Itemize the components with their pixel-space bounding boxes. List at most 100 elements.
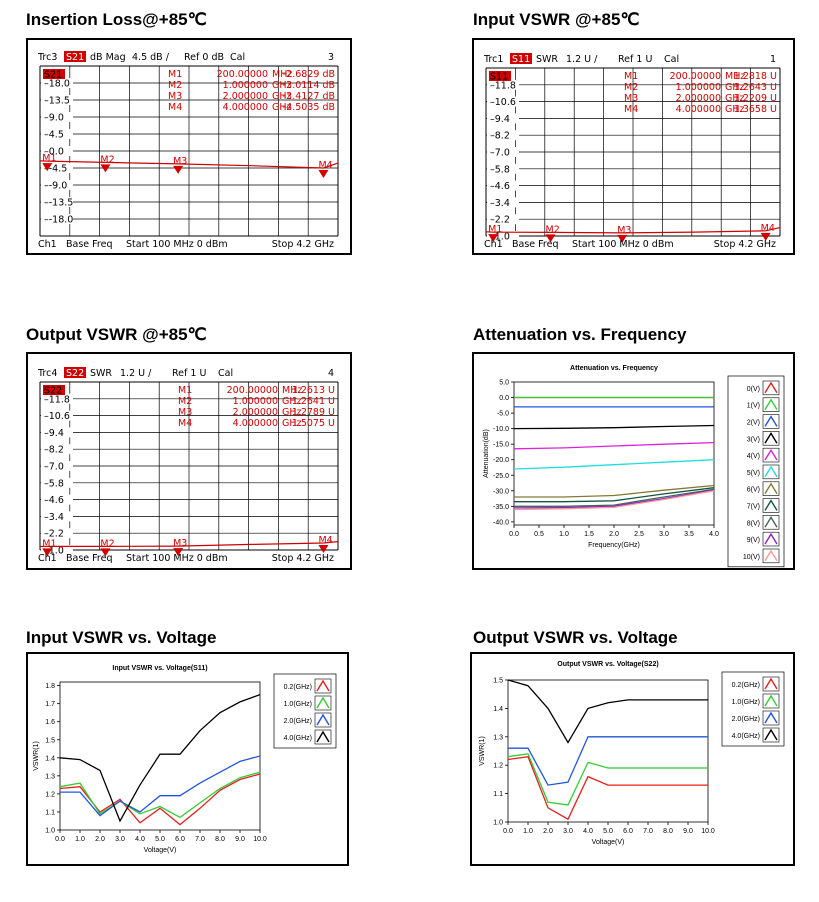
- x-tick-label: 1.0: [75, 836, 85, 843]
- y-tick-label: 1.1: [493, 791, 503, 798]
- marker-unit: GHz: [272, 102, 292, 113]
- tick-bg: [41, 163, 73, 173]
- x-tick-label: 3.0: [563, 828, 573, 835]
- channel-label: Ch1: [38, 553, 57, 564]
- marker-unit: GHz: [272, 80, 292, 91]
- tick-bg: [487, 147, 519, 157]
- base-freq-label: Base Freq: [512, 239, 559, 250]
- legend-swatch: [316, 679, 330, 692]
- param-badge-label: S22: [44, 386, 62, 397]
- legend-swatch: [764, 728, 778, 741]
- legend-swatch: [764, 499, 778, 511]
- marker-unit: GHz: [282, 407, 302, 418]
- y-tick-label: 1.0: [45, 828, 55, 835]
- series-line: [507, 755, 708, 821]
- y-tick-label: –4.6: [490, 181, 510, 192]
- tick-bg: [487, 96, 519, 107]
- marker-triangle: [545, 234, 556, 243]
- legend-swatch-box: [762, 447, 780, 463]
- marker-unit: MHz: [725, 71, 745, 82]
- y-axis-label: VSWR(1): [479, 736, 486, 766]
- legend-label: 2.0(GHz): [284, 718, 312, 725]
- x-tick-label: 3.5: [684, 531, 694, 538]
- y-tick-label: –11.8: [44, 394, 70, 405]
- y-tick-label: 1.3: [493, 734, 503, 741]
- y-tick-label: –7.0: [490, 148, 510, 159]
- legend-swatch-box: [762, 676, 780, 692]
- trace-line: [39, 541, 339, 548]
- legend-label: 1.0(GHz): [284, 701, 312, 708]
- legend-label: 10(V): [743, 554, 760, 561]
- x-tick-label: 10.0: [253, 836, 267, 843]
- y-tick-label: –1.0: [490, 232, 510, 243]
- chart-title: Input VSWR vs. Voltage(S11): [112, 665, 207, 672]
- legend-swatch: [764, 549, 778, 562]
- tick-bg: [41, 477, 73, 488]
- x-tick-label: 2.0: [543, 828, 553, 835]
- marker-label: M2: [546, 224, 560, 235]
- legend-label: 4(V): [747, 453, 760, 460]
- marker-triangle: [42, 163, 53, 172]
- marker-value: -3.0114 dB: [283, 80, 335, 91]
- series-line: [59, 771, 261, 819]
- legend-swatch: [764, 532, 778, 545]
- y-tick-label: 1.3: [45, 773, 55, 780]
- y-tick-label: –13.5: [44, 96, 70, 107]
- tick-bg: [41, 112, 73, 122]
- x-tick-label: 3.0: [115, 836, 125, 843]
- x-tick-label: 0.0: [503, 828, 513, 835]
- insertion-loss-panel: Trc3 S21 dB Mag 4.5 dB / Ref 0 dB Cal 3 –18.0 –1…: [26, 38, 352, 255]
- cal-label: Cal: [230, 52, 245, 63]
- series-line: [60, 755, 261, 817]
- marker-unit: GHz: [282, 418, 302, 429]
- series-line: [513, 459, 715, 470]
- y-tick-label: –-13.5: [44, 198, 73, 209]
- marker-value: 1.2789 U: [292, 407, 335, 418]
- marker-freq: 200.00000: [217, 69, 268, 80]
- marker-value: 1.2613 U: [292, 385, 335, 396]
- trace-id: Trc4: [37, 368, 57, 379]
- marker-label: M1: [42, 538, 56, 549]
- y-tick-label: –5.8: [44, 478, 64, 489]
- y-tick-label: –5.8: [490, 164, 510, 175]
- legend-swatch: [764, 711, 778, 724]
- tick-bg: [487, 231, 519, 241]
- marker-triangle: [760, 232, 771, 241]
- start-label: Start 100 MHz 0 dBm: [572, 239, 674, 250]
- marker-name: M3: [178, 407, 192, 418]
- legend-swatch: [316, 713, 330, 726]
- y-tick-label: –-18.0: [44, 215, 73, 226]
- series-line: [507, 679, 708, 744]
- x-tick-label: 1.0: [523, 828, 533, 835]
- series-line: [513, 489, 715, 509]
- y-tick-label: –2.2: [490, 215, 510, 226]
- stop-label: Stop 4.2 GHz: [714, 239, 776, 250]
- tick-bg: [487, 113, 519, 124]
- scale-label: 1.2 U /: [120, 368, 152, 379]
- trace-line: [39, 160, 339, 169]
- param-label: S22: [66, 368, 84, 379]
- output-vswr-panel: Trc4 S22 SWR 1.2 U / Ref 1 U Cal 4 –11.8 –10.6 –9…: [26, 352, 352, 570]
- x-tick-label: 5.0: [603, 828, 613, 835]
- input-vswr-voltage-title: Input VSWR vs. Voltage: [26, 628, 217, 647]
- marker-unit: GHz: [272, 91, 292, 102]
- param-tab: [510, 53, 532, 64]
- input-vswr-panel: Trc1 S11 SWR 1.2 U / Ref 1 U Cal 1 –11.8 –10.6 –9…: [472, 38, 795, 255]
- y-tick-label: –8.2: [490, 131, 510, 142]
- x-tick-label: 1.5: [584, 531, 594, 538]
- series-line: [513, 490, 715, 511]
- trace-number: 3: [328, 52, 334, 63]
- x-tick-label: 0.5: [534, 531, 544, 538]
- input-vswr-voltage-panel: Input VSWR vs. Voltage(S11) 1.8 1.7 1.6 1.5 1…: [26, 652, 349, 866]
- input-vswr-voltage-chart: Input VSWR vs. Voltage(S11) 1.8 1.7 1.6 1.5 1…: [33, 665, 337, 854]
- marker-freq: 4.000000: [676, 104, 721, 115]
- y-tick-label: –9.0: [44, 113, 64, 124]
- output-vswr-voltage-chart: Output VSWR vs. Voltage(S22) 1.5 1.4 1.3 1.2…: [479, 661, 785, 846]
- legend-swatch-box: [314, 678, 332, 694]
- y-tick-label: -25.0: [493, 473, 509, 480]
- base-freq-label: Base Freq: [66, 239, 113, 250]
- insertion-loss-chart: Trc3 S21 dB Mag 4.5 dB / Ref 0 dB Cal 3 –18.0 –1…: [37, 51, 339, 250]
- input-vswr-chart: Trc1 S11 SWR 1.2 U / Ref 1 U Cal 1 –11.8 –10.6 –9…: [483, 53, 781, 250]
- x-tick-label: 9.0: [683, 828, 693, 835]
- start-label: Start 100 MHz 0 dBm: [126, 239, 228, 250]
